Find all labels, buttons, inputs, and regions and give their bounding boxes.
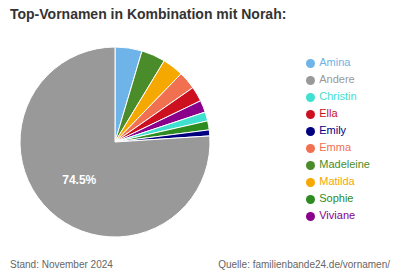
html-text:Ella: Ella	[319, 107, 338, 119]
html-text:Emily: Emily	[319, 124, 347, 136]
html-text:Quelle: familienbande24.de/vor: Quelle: familienbande24.de/vornamen/	[218, 259, 390, 270]
html-text:Christin: Christin	[319, 90, 357, 102]
html-text:Emma: Emma	[319, 141, 351, 153]
html-text:Stand: November 2024: Stand: November 2024	[10, 259, 113, 270]
html-text:Sophie: Sophie	[319, 192, 354, 204]
html-text:Madeleine: Madeleine	[319, 158, 370, 170]
html-text:Top-Vornamen in Kombination mi: Top-Vornamen in Kombination mit Norah:	[10, 6, 287, 22]
html-text:Viviane: Viviane	[319, 209, 356, 221]
html-text:Andere: Andere	[319, 73, 355, 85]
html-text:Amina: Amina	[319, 56, 351, 68]
svg-text:74.5%: 74.5%	[62, 173, 96, 187]
html-text:Matilda: Matilda	[319, 175, 355, 187]
